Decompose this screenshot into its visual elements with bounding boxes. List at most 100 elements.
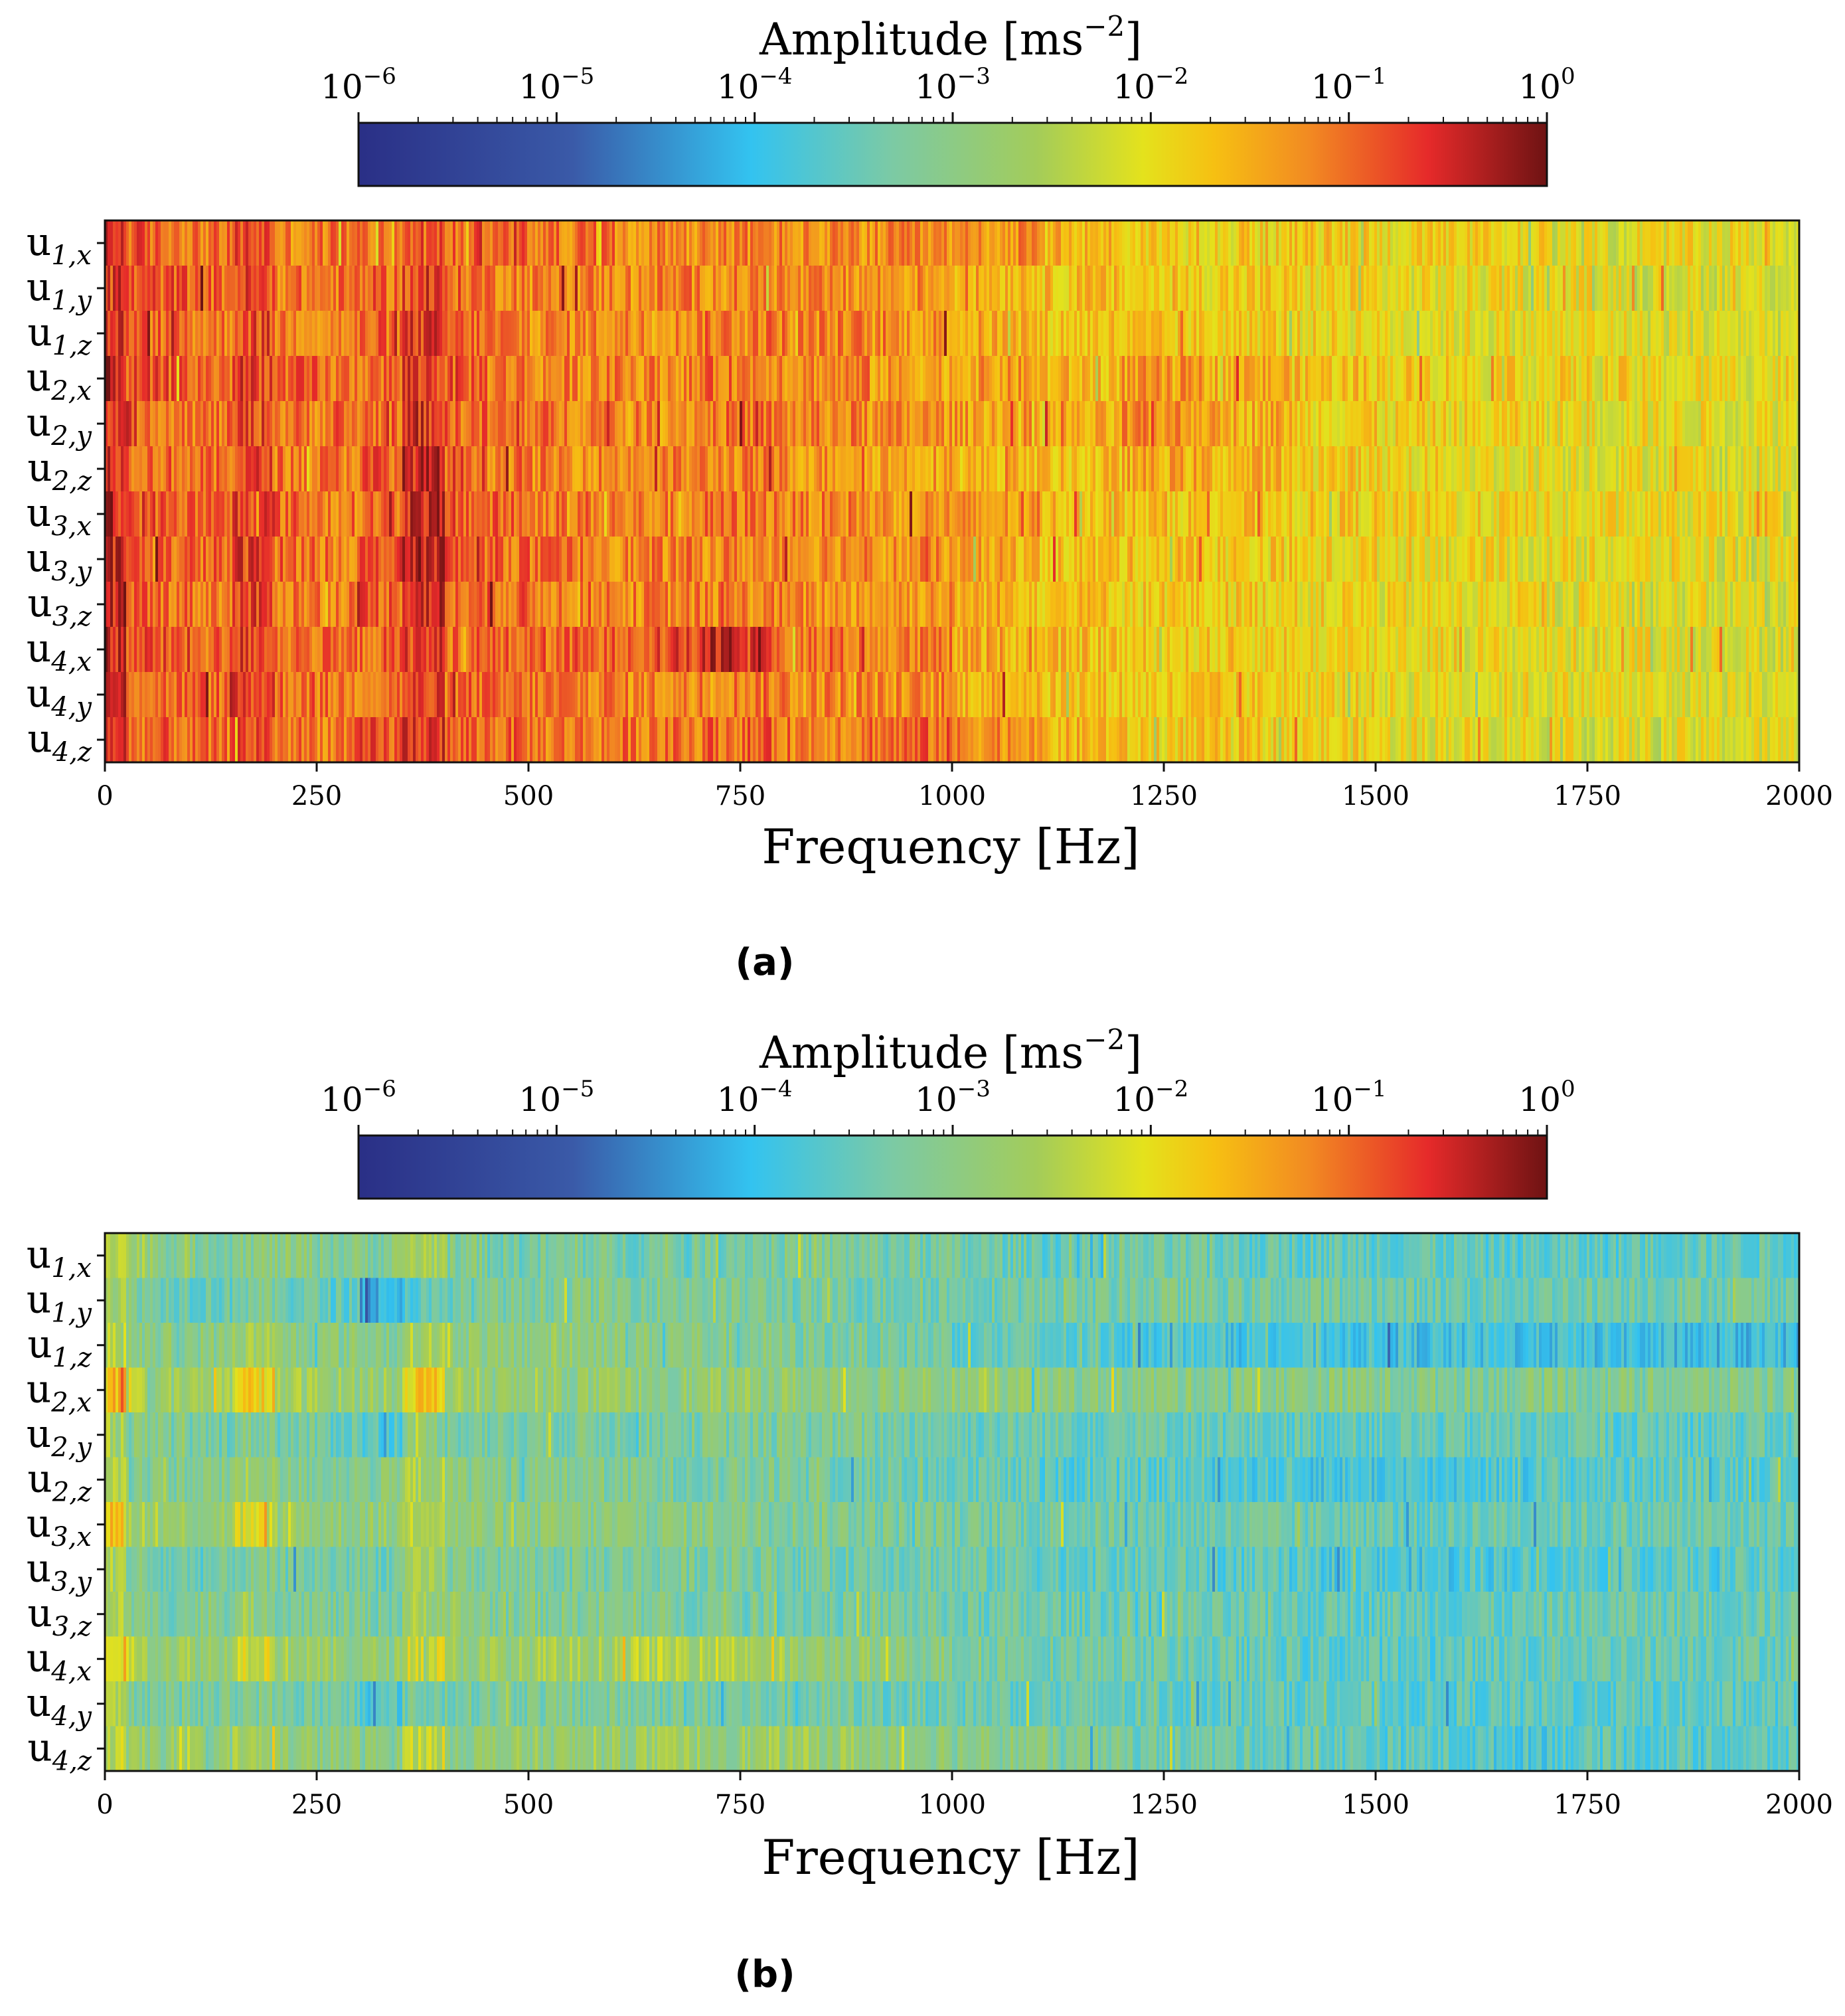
heatmap [105, 220, 1800, 763]
heatmap-cell [230, 356, 233, 402]
heatmap-cell [386, 220, 390, 266]
heatmap-cell [235, 266, 238, 311]
heatmap-cell [1512, 491, 1516, 537]
heatmap-cell [1077, 401, 1080, 447]
heatmap-cell [633, 356, 637, 402]
heatmap-cell [928, 220, 931, 266]
heatmap-cell [570, 220, 573, 266]
heatmap-cell [352, 311, 355, 357]
heatmap-cell [458, 220, 461, 266]
heatmap-cell [275, 401, 278, 447]
heatmap-cell [392, 537, 395, 582]
heatmap-cell [405, 537, 408, 582]
heatmap-cell [1342, 446, 1346, 492]
heatmap-cell [1074, 491, 1078, 537]
heatmap-cell [445, 446, 448, 492]
heatmap-cell [883, 491, 886, 537]
heatmap-cell [240, 446, 244, 492]
heatmap-cell [594, 311, 597, 357]
heatmap-cell [1194, 491, 1197, 537]
heatmap-cell [580, 491, 584, 537]
heatmap-cell [1018, 446, 1022, 492]
heatmap-cell [609, 446, 613, 492]
heatmap-cell [1409, 311, 1412, 357]
heatmap-cell [883, 356, 886, 402]
heatmap-cell [766, 311, 769, 357]
heatmap-cell [1459, 311, 1463, 357]
heatmap-cell [1133, 266, 1136, 311]
heatmap-cell [370, 401, 374, 447]
heatmap-cell [554, 446, 557, 492]
heatmap-cell [1427, 311, 1431, 357]
heatmap-cell [944, 220, 947, 266]
heatmap-cell [556, 491, 560, 537]
heatmap-cell [1539, 220, 1542, 266]
heatmap-cell [517, 311, 520, 357]
heatmap-cell [121, 220, 124, 266]
heatmap-cell [1581, 356, 1585, 402]
heatmap-cell [1568, 401, 1571, 447]
heatmap-cell [1770, 491, 1773, 537]
heatmap-cell [657, 356, 661, 402]
heatmap-cell [315, 266, 318, 311]
heatmap-cell [1611, 491, 1614, 537]
heatmap-cell [309, 401, 313, 447]
heatmap-cell [1666, 220, 1670, 266]
heatmap-cell [1348, 446, 1351, 492]
heatmap-cell [402, 356, 406, 402]
heatmap-cell [726, 446, 730, 492]
heatmap-cell [1650, 401, 1654, 447]
heatmap-cell [756, 356, 759, 402]
heatmap-cell [910, 220, 913, 266]
heatmap-cell [1749, 446, 1752, 492]
heatmap-cell [463, 356, 467, 402]
heatmap-cell [617, 266, 621, 311]
heatmap-cell [1576, 356, 1579, 402]
heatmap-cell [1658, 266, 1662, 311]
heatmap-cell [1257, 220, 1261, 266]
heatmap-cell [615, 220, 618, 266]
heatmap-cell [1143, 356, 1147, 402]
heatmap-cell [1685, 311, 1688, 357]
heatmap-cell [1016, 401, 1019, 447]
heatmap-cell [1141, 491, 1144, 537]
heatmap-cell [1645, 311, 1648, 357]
heatmap-cell [888, 401, 892, 447]
heatmap-cell [1056, 220, 1059, 266]
heatmap-cell [1321, 401, 1324, 447]
heatmap-cell [1297, 491, 1301, 537]
heatmap-cell [344, 266, 347, 311]
heatmap-cell [1194, 220, 1197, 266]
heatmap-cell [1334, 311, 1338, 357]
heatmap-cell [596, 491, 600, 537]
heatmap-cell [166, 401, 169, 447]
heatmap-cell [1180, 356, 1184, 402]
heatmap-cell [891, 266, 894, 311]
heatmap-cell [479, 311, 483, 357]
heatmap-cell [583, 401, 586, 447]
heatmap-cell [981, 491, 985, 537]
heatmap-cell [1565, 491, 1569, 537]
heatmap-cell [1579, 356, 1582, 402]
heatmap-cell [1465, 311, 1468, 357]
heatmap-cell [878, 266, 881, 311]
heatmap-cell [288, 266, 291, 311]
heatmap-cell [1026, 537, 1030, 582]
heatmap-cell [599, 356, 602, 402]
heatmap-cell [509, 266, 512, 311]
heatmap-cell [1534, 356, 1537, 402]
heatmap-cell [1637, 401, 1641, 447]
heatmap-cell [817, 356, 820, 402]
heatmap-cell [947, 491, 950, 537]
heatmap-cell [1077, 266, 1080, 311]
heatmap-cell [251, 401, 254, 447]
heatmap-cell [153, 266, 156, 311]
heatmap-cell [1446, 266, 1449, 311]
heatmap-cell [750, 537, 754, 582]
heatmap-cell [753, 537, 756, 582]
heatmap-cell [1021, 491, 1024, 537]
heatmap-cell [1085, 220, 1088, 266]
heatmap-cell [214, 266, 217, 311]
heatmap-cell [984, 356, 987, 402]
heatmap-cell [1162, 266, 1165, 311]
